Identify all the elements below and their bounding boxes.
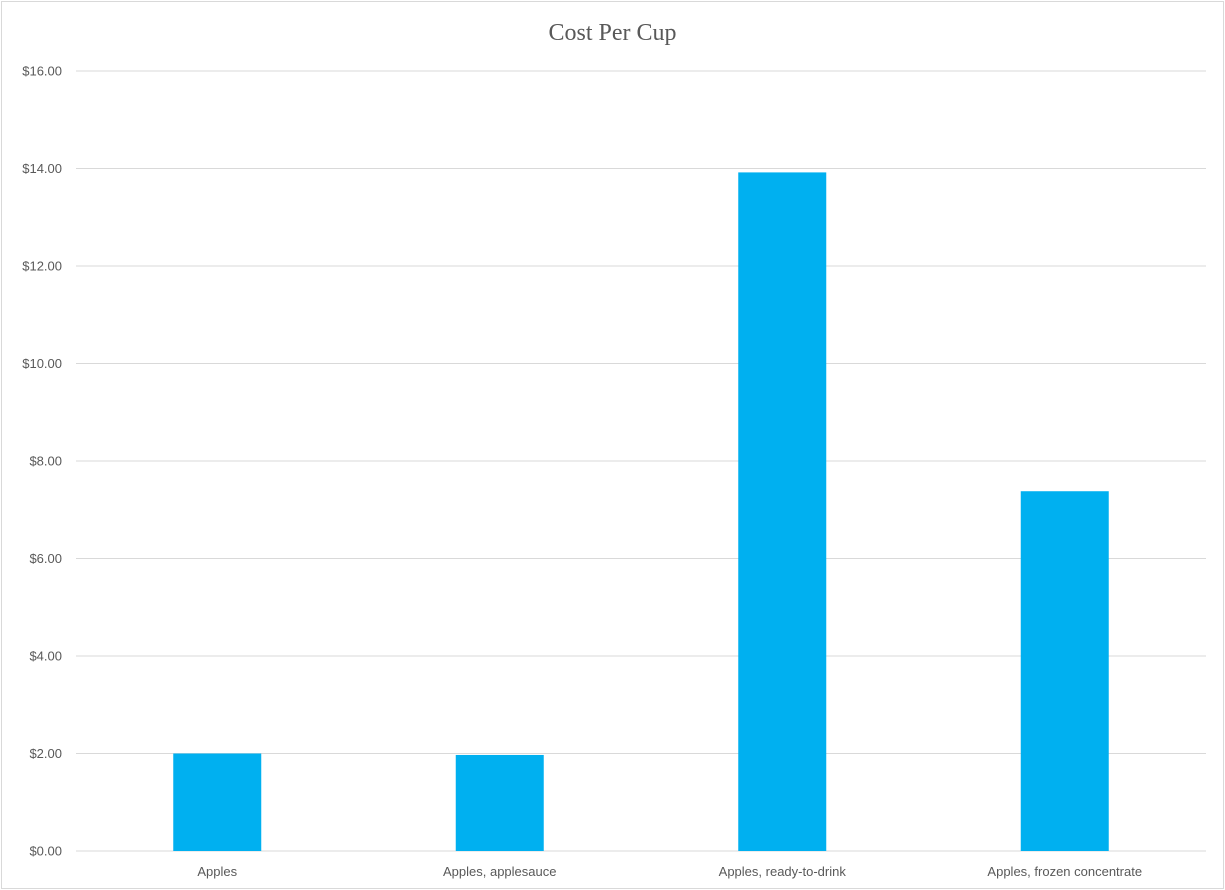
- y-tick-label: $14.00: [22, 161, 62, 176]
- y-tick-label: $2.00: [29, 746, 62, 761]
- x-category-label: Apples: [197, 864, 237, 879]
- y-axis-tick-labels: $0.00 $2.00 $4.00 $6.00 $8.00 $10.00 $12.00 $14…: [22, 64, 62, 859]
- y-tick-label: $16.00: [22, 64, 62, 79]
- bars: [173, 172, 1109, 851]
- bar: [1020, 491, 1109, 851]
- bar: [173, 753, 262, 851]
- bar: [455, 754, 544, 851]
- y-tick-label: $4.00: [29, 649, 62, 664]
- y-tick-label: $0.00: [29, 844, 62, 859]
- gridlines: [76, 70, 1206, 852]
- x-category-label: Apples, applesauce: [443, 864, 556, 879]
- bar: [738, 172, 827, 851]
- chart-title: Cost Per Cup: [548, 20, 677, 46]
- y-tick-label: $12.00: [22, 259, 62, 274]
- y-tick-label: $8.00: [29, 454, 62, 469]
- x-category-label: Apples, ready-to-drink: [719, 864, 847, 879]
- x-axis-category-labels: Apples Apples, applesauce Apples, ready-to…: [197, 864, 1142, 879]
- y-tick-label: $6.00: [29, 551, 62, 566]
- x-category-label: Apples, frozen concentrate: [987, 864, 1142, 879]
- y-tick-label: $10.00: [22, 356, 62, 371]
